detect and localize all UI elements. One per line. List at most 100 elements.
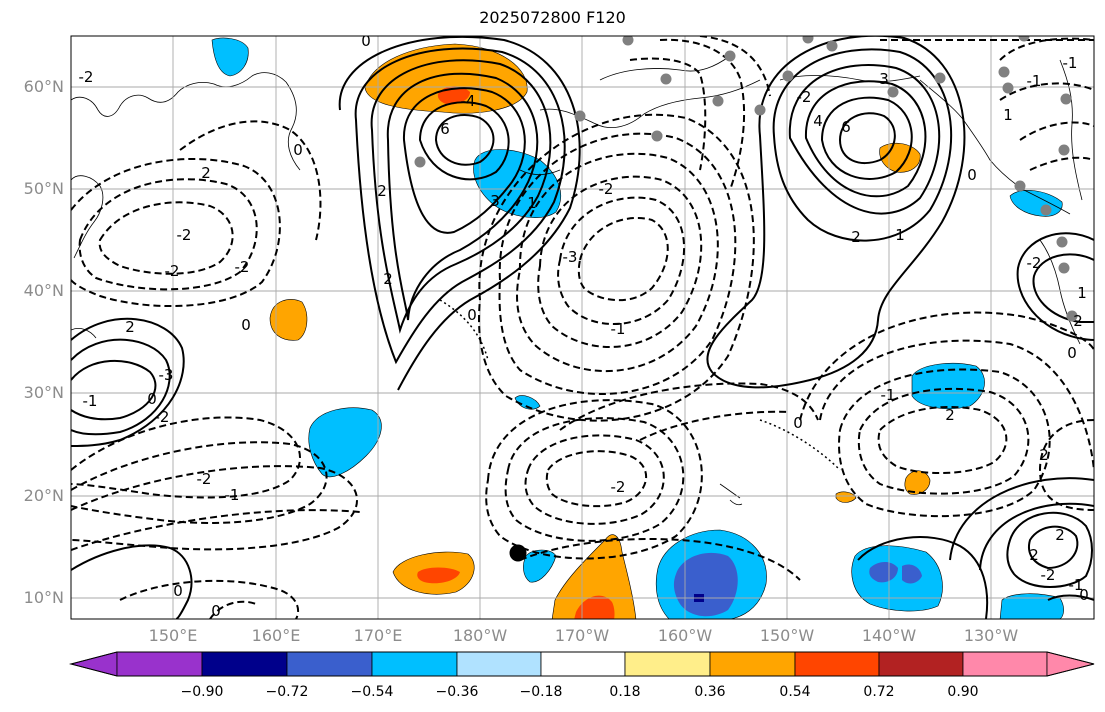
svg-text:-2: -2 — [177, 226, 192, 244]
colorbar-segment — [962, 651, 1048, 677]
lon-label-130w: 130°W — [963, 626, 1019, 645]
colorbar-extend-high — [1046, 651, 1095, 677]
colorbar-tick-label: 0.72 — [863, 684, 895, 700]
svg-text:0: 0 — [467, 306, 477, 324]
svg-text:0: 0 — [1079, 586, 1089, 604]
svg-text:2: 2 — [1055, 526, 1065, 544]
svg-text:-2: -2 — [599, 180, 614, 198]
svg-text:2: 2 — [383, 270, 393, 288]
svg-text:6: 6 — [841, 118, 851, 136]
colorbar-segment — [456, 651, 542, 677]
svg-text:-1: -1 — [1063, 54, 1078, 72]
lon-label-160w: 160°W — [657, 626, 713, 645]
colorbar-tick-label: −0.18 — [519, 684, 563, 700]
svg-text:2: 2 — [1039, 446, 1049, 464]
svg-text:0: 0 — [173, 582, 183, 600]
colorbar — [69, 651, 1095, 677]
svg-text:0: 0 — [793, 414, 803, 432]
svg-text:0: 0 — [147, 390, 157, 408]
svg-text:2: 2 — [945, 406, 955, 424]
svg-text:3: 3 — [490, 192, 500, 210]
svg-text:2: 2 — [201, 164, 211, 182]
colorbar-segment — [878, 651, 964, 677]
colorbar-tick-label: 0.36 — [694, 684, 726, 700]
colorbar-tick-label: 0.18 — [609, 684, 641, 700]
colorbar-segment — [201, 651, 288, 677]
colorbar-segment — [540, 651, 626, 677]
svg-text:1: 1 — [895, 226, 905, 244]
svg-text:0: 0 — [241, 316, 251, 334]
colorbar-tick-label: 0.90 — [947, 684, 979, 700]
svg-text:-2: -2 — [797, 88, 812, 106]
lat-label-40n: 40°N — [23, 281, 64, 300]
svg-text:-2: -2 — [1027, 254, 1042, 272]
svg-text:0: 0 — [293, 141, 303, 159]
svg-text:-1: -1 — [881, 386, 896, 404]
colorbar-segment — [371, 651, 458, 677]
negative-contours — [71, 36, 1094, 619]
chart-title: 2025072800 F120 — [479, 8, 626, 27]
lon-label-180w: 180°W — [452, 626, 508, 645]
svg-text:-3: -3 — [563, 248, 578, 266]
colorbar-tick-label: −0.90 — [180, 684, 224, 700]
lon-label-150w: 150°W — [759, 626, 815, 645]
svg-text:-2: -2 — [155, 408, 170, 426]
colorbar-tick-label: −0.36 — [435, 684, 479, 700]
svg-text:2: 2 — [1073, 312, 1083, 330]
contour-labels: 0 -4 6 3 1 2 -2 0 2 -3 -1 0 -2 3 4 6 2 1… — [79, 32, 1089, 620]
lat-label-30n: 30°N — [23, 383, 64, 402]
lat-label-10n: 10°N — [23, 588, 64, 607]
lon-label-170w: 170°W — [554, 626, 610, 645]
colorbar-segment — [624, 651, 711, 677]
svg-text:4: 4 — [813, 112, 823, 130]
map-plot-area: 0 -4 6 3 1 2 -2 0 2 -3 -1 0 -2 3 4 6 2 1… — [71, 32, 1094, 620]
svg-text:3: 3 — [879, 70, 889, 88]
lon-label-150e: 150°E — [148, 626, 198, 645]
svg-text:-1: -1 — [1069, 576, 1084, 594]
plot-frame — [70, 35, 1095, 620]
svg-text:2: 2 — [125, 318, 135, 336]
svg-text:0: 0 — [211, 602, 221, 620]
positive-contours — [71, 36, 1094, 619]
svg-text:1: 1 — [1003, 106, 1013, 124]
zero-contours — [439, 299, 841, 471]
svg-text:0: 0 — [967, 166, 977, 184]
lat-label-50n: 50°N — [23, 179, 64, 198]
svg-text:6: 6 — [440, 120, 450, 138]
svg-text:-1: -1 — [611, 320, 626, 338]
lon-label-140w: 140°W — [861, 626, 917, 645]
storm-center-marker — [509, 544, 527, 562]
svg-text:-1: -1 — [225, 486, 240, 504]
lat-label-60n: 60°N — [23, 77, 64, 96]
svg-text:-1: -1 — [83, 392, 98, 410]
svg-text:-2: -2 — [1041, 566, 1056, 584]
station-markers — [414, 36, 1078, 322]
colorbar-extend-low — [69, 651, 118, 677]
svg-text:-3: -3 — [159, 366, 174, 384]
svg-text:-2: -2 — [165, 262, 180, 280]
lon-label-160e: 160°E — [251, 626, 301, 645]
lon-label-170e: 170°E — [353, 626, 403, 645]
svg-text:1: 1 — [1077, 284, 1087, 302]
svg-text:-2: -2 — [611, 478, 626, 496]
svg-text:-2: -2 — [197, 470, 212, 488]
colorbar-segment — [709, 651, 796, 677]
svg-text:0: 0 — [1067, 344, 1077, 362]
svg-text:0: 0 — [361, 32, 371, 50]
colorbar-segment — [286, 651, 373, 677]
svg-text:-2: -2 — [235, 258, 250, 276]
svg-text:1: 1 — [527, 194, 537, 212]
colorbar-tick-label: 0.54 — [779, 684, 811, 700]
colorbar-segment — [116, 651, 203, 677]
colorbar-tick-label: −0.72 — [265, 684, 309, 700]
colorbar-segment — [794, 651, 880, 677]
svg-text:2: 2 — [851, 228, 861, 246]
svg-text:2: 2 — [377, 182, 387, 200]
svg-text:-2: -2 — [79, 68, 94, 86]
svg-text:-1: -1 — [1027, 72, 1042, 90]
svg-text:2: 2 — [1029, 546, 1039, 564]
lat-label-20n: 20°N — [23, 486, 64, 505]
svg-text:-4: -4 — [461, 92, 476, 110]
colorbar-tick-label: −0.54 — [350, 684, 394, 700]
